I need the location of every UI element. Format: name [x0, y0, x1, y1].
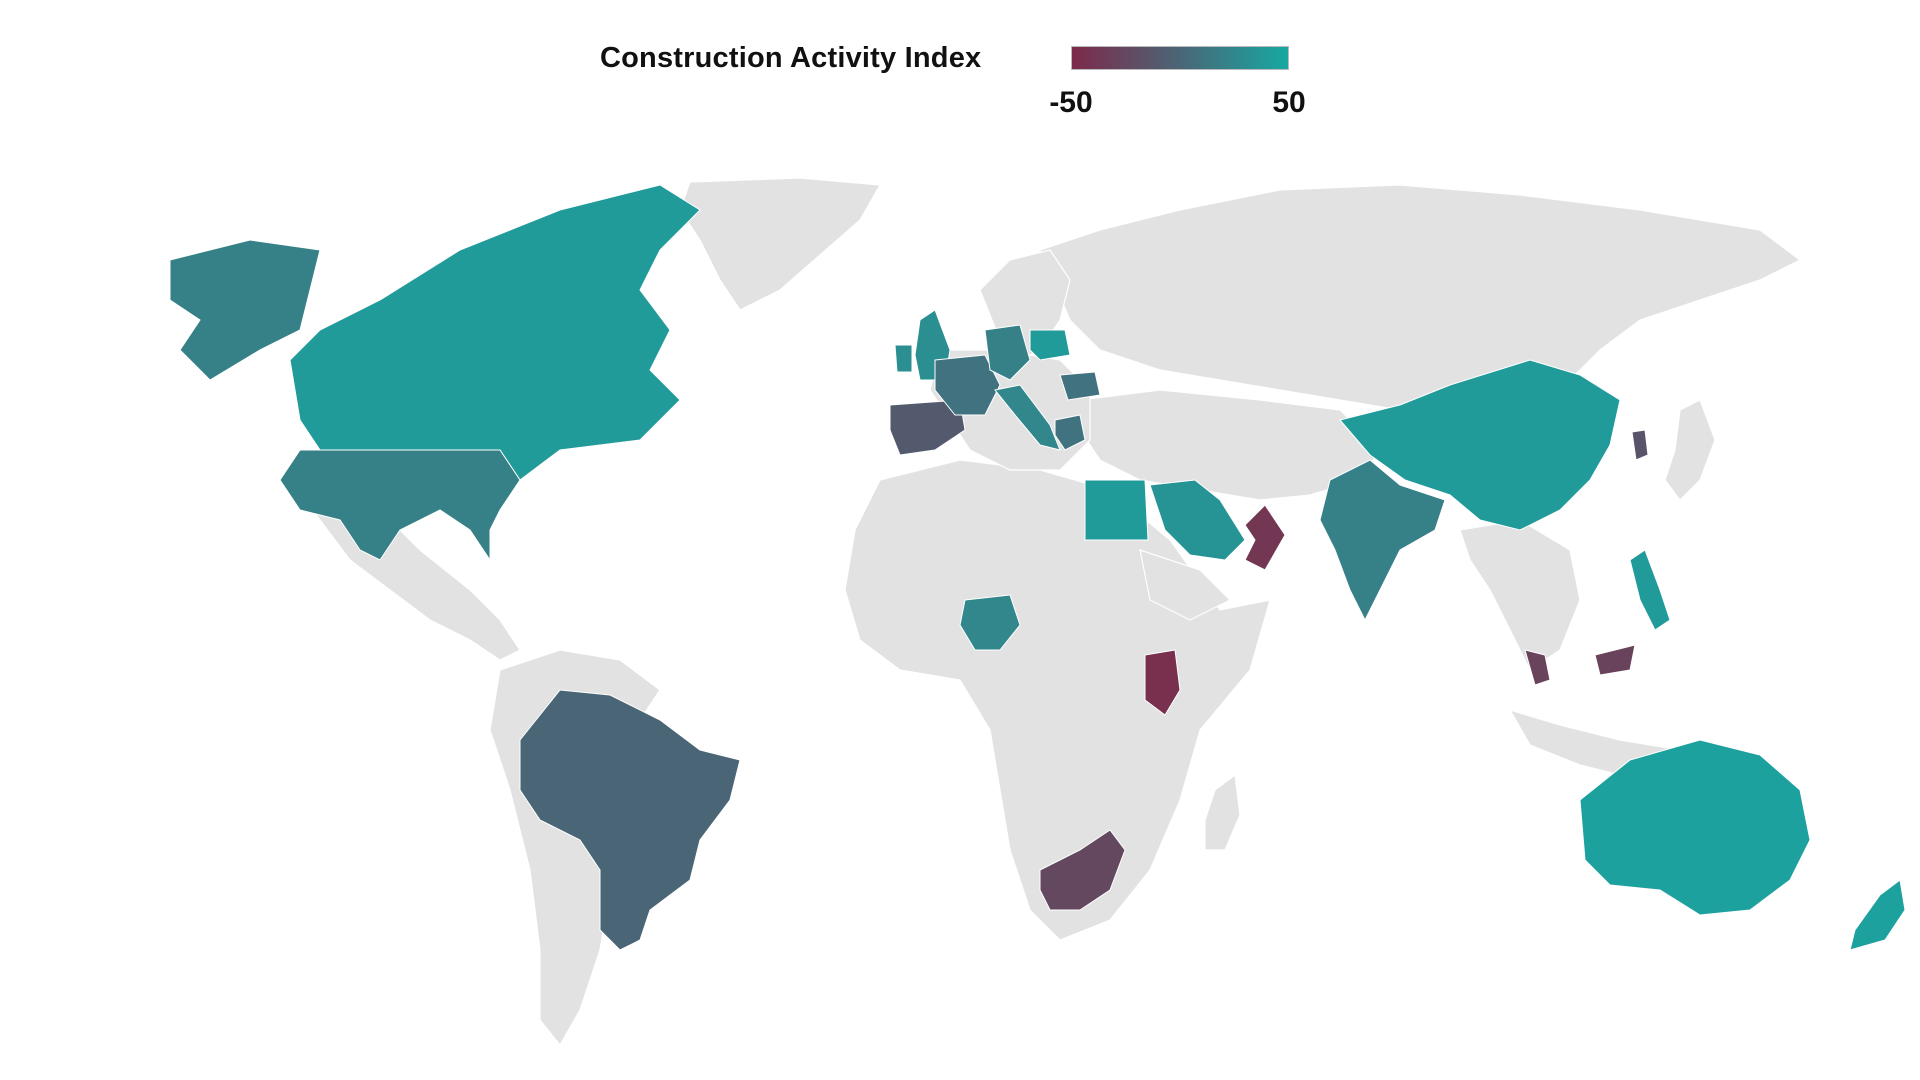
country-south-korea[interactable]: South Korea	[1631, 429, 1649, 461]
country-italy[interactable]: Italy	[994, 384, 1061, 451]
country-china[interactable]: China	[1339, 359, 1621, 531]
legend-max-label: 50	[1272, 86, 1306, 119]
land-greenland	[679, 177, 881, 311]
country-oman[interactable]: Oman	[1244, 504, 1286, 571]
highlighted-countries: Canada United States Alaska (US) Brazil …	[169, 184, 1906, 951]
country-new-zealand[interactable]: New Zealand	[1849, 879, 1906, 951]
country-saudi-arabia[interactable]: Saudi Arabia	[1149, 479, 1246, 561]
world-map: Canada United States Alaska (US) Brazil …	[0, 150, 1920, 1070]
country-poland[interactable]: Poland	[1029, 329, 1071, 361]
country-romania[interactable]: Romania	[1059, 371, 1101, 401]
country-india[interactable]: India	[1319, 459, 1446, 622]
country-philippines[interactable]: Philippines	[1629, 549, 1671, 631]
land-southeast-asia	[1459, 519, 1581, 671]
land-yemen	[1139, 549, 1232, 621]
land-northern-eurasia	[1039, 184, 1802, 421]
country-egypt[interactable]: Egypt	[1084, 479, 1149, 541]
world-map-svg: Canada United States Alaska (US) Brazil …	[169, 177, 1906, 1047]
country-greece[interactable]: Greece	[1054, 414, 1086, 451]
country-kenya[interactable]: Kenya	[1144, 649, 1181, 716]
country-alaska[interactable]: Alaska (US)	[169, 239, 321, 381]
country-united-states[interactable]: United States	[279, 449, 521, 562]
legend-min-label: -50	[1049, 86, 1093, 119]
legend-title: Construction Activity Index	[600, 42, 982, 74]
country-france[interactable]: France	[934, 354, 1001, 416]
country-nigeria[interactable]: Nigeria	[959, 594, 1021, 651]
country-canada[interactable]: Canada	[289, 184, 701, 481]
map-legend: Construction Activity Index -50 50	[600, 38, 1320, 128]
country-germany[interactable]: Germany	[984, 324, 1031, 381]
country-brazil[interactable]: Brazil	[519, 689, 741, 951]
country-malaysia[interactable]: Malaysia	[1524, 644, 1636, 686]
country-south-africa[interactable]: South Africa	[1039, 829, 1126, 911]
country-australia[interactable]: Australia	[1579, 739, 1811, 916]
land-central-asia	[1079, 389, 1381, 501]
country-ireland[interactable]: Ireland	[894, 344, 913, 373]
land-japan	[1664, 399, 1716, 501]
land-madagascar	[1204, 773, 1241, 851]
legend-color-bar	[1071, 46, 1289, 70]
